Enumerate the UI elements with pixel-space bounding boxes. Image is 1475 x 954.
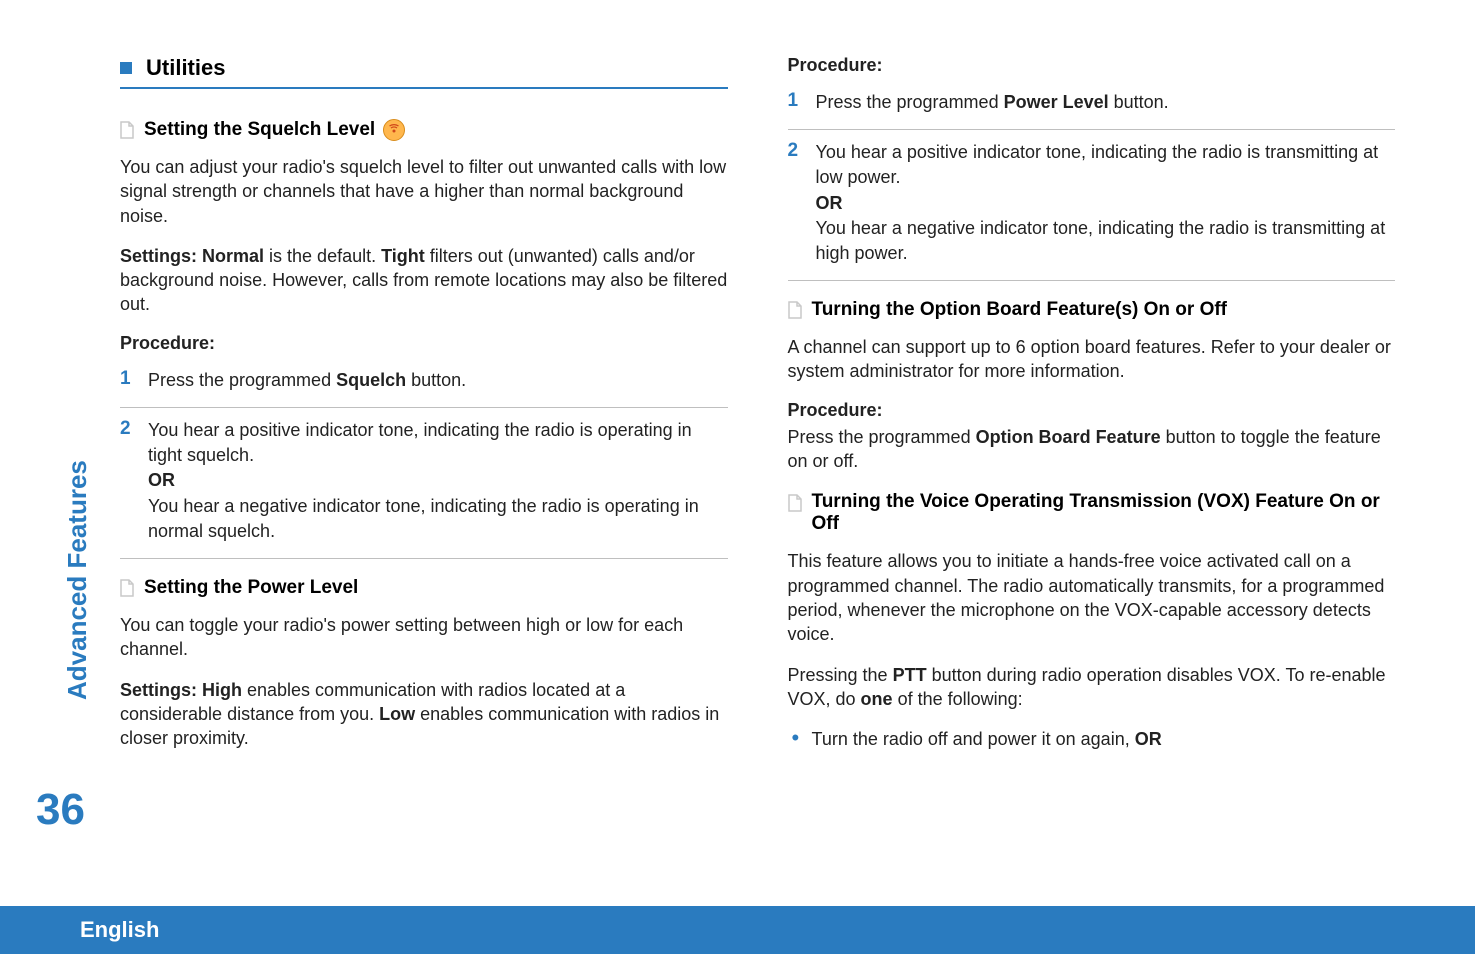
- inline-text: Pressing the: [788, 665, 893, 685]
- or-text: OR: [148, 470, 175, 490]
- document-icon: [120, 121, 134, 139]
- footer-bar: English: [0, 906, 1475, 954]
- document-icon: [788, 301, 802, 319]
- body-text: Pressing the PTT button during radio ope…: [788, 663, 1396, 712]
- subheading-text: Setting the Power Level: [144, 577, 358, 599]
- document-icon: [120, 579, 134, 597]
- step-body: Press the programmed Squelch button.: [148, 368, 466, 393]
- procedure-label: Procedure:: [120, 333, 728, 354]
- bullet-square-icon: [120, 62, 132, 74]
- steps-list: 1 Press the programmed Squelch button. 2…: [120, 364, 728, 559]
- step-item: 1 Press the programmed Power Level butto…: [788, 86, 1396, 130]
- step-number: 1: [788, 90, 816, 115]
- step-item: 2 You hear a positive indicator tone, in…: [788, 130, 1396, 281]
- inline-text: Press the programmed: [788, 427, 976, 447]
- inline-text: Press the programmed: [816, 92, 1004, 112]
- footer-language: English: [80, 917, 159, 943]
- inline-text: Press the programmed: [148, 370, 336, 390]
- step-item: 2 You hear a positive indicator tone, in…: [120, 408, 728, 559]
- body-text: Settings: High enables communication wit…: [120, 678, 728, 751]
- inline-bold: one: [861, 689, 893, 709]
- subheading-text: Setting the Squelch Level: [144, 119, 375, 141]
- step-item: 1 Press the programmed Squelch button.: [120, 364, 728, 408]
- side-tab: Advanced Features: [62, 460, 93, 700]
- inline-bold: Settings: High: [120, 680, 242, 700]
- subheading-vox: Turning the Voice Operating Transmission…: [788, 491, 1396, 535]
- inline-bold: Option Board Feature: [976, 427, 1161, 447]
- subheading-squelch: Setting the Squelch Level: [120, 119, 728, 141]
- step-body: You hear a positive indicator tone, indi…: [148, 418, 728, 544]
- page-number: 36: [36, 785, 85, 835]
- or-text: OR: [816, 193, 843, 213]
- subheading-optionboard: Turning the Option Board Feature(s) On o…: [788, 299, 1396, 321]
- steps-list: 1 Press the programmed Power Level butto…: [788, 86, 1396, 281]
- antenna-icon: [383, 119, 405, 141]
- step-number: 2: [788, 140, 816, 266]
- inline-text: You hear a negative indicator tone, indi…: [816, 218, 1386, 263]
- subheading-power: Setting the Power Level: [120, 577, 728, 599]
- inline-bold: Settings: Normal: [120, 246, 264, 266]
- subheading-text: Turning the Option Board Feature(s) On o…: [812, 299, 1228, 321]
- inline-text: Turn the radio off and power it on again…: [812, 729, 1135, 749]
- page-content: Utilities Setting the Squelch Level You …: [0, 0, 1475, 766]
- body-text: A channel can support up to 6 option boa…: [788, 335, 1396, 384]
- inline-bold: Squelch: [336, 370, 406, 390]
- body-text: Settings: Normal is the default. Tight f…: [120, 244, 728, 317]
- inline-text: You hear a positive indicator tone, indi…: [816, 142, 1379, 187]
- document-icon: [788, 494, 802, 512]
- left-column: Utilities Setting the Squelch Level You …: [120, 55, 728, 766]
- body-text: This feature allows you to initiate a ha…: [788, 549, 1396, 646]
- step-body: Press the programmed Power Level button.: [816, 90, 1169, 115]
- inline-text: button.: [1109, 92, 1169, 112]
- inline-text: is the default.: [264, 246, 381, 266]
- bullet-item: Turn the radio off and power it on again…: [788, 727, 1396, 752]
- inline-text: You hear a positive indicator tone, indi…: [148, 420, 692, 465]
- section-title: Utilities: [146, 55, 225, 81]
- step-number: 1: [120, 368, 148, 393]
- step-number: 2: [120, 418, 148, 544]
- inline-bold: Power Level: [1004, 92, 1109, 112]
- inline-text: You hear a negative indicator tone, indi…: [148, 496, 699, 541]
- inline-text: of the following:: [893, 689, 1023, 709]
- inline-bold: Tight: [381, 246, 425, 266]
- step-body: You hear a positive indicator tone, indi…: [816, 140, 1396, 266]
- inline-bold: Low: [379, 704, 415, 724]
- inline-bold: PTT: [893, 665, 927, 685]
- inline-bold: OR: [1135, 729, 1162, 749]
- body-text: You can adjust your radio's squelch leve…: [120, 155, 728, 228]
- procedure-label: Procedure:: [788, 55, 1396, 76]
- right-column: Procedure: 1 Press the programmed Power …: [788, 55, 1396, 766]
- inline-text: button.: [406, 370, 466, 390]
- section-header: Utilities: [120, 55, 728, 89]
- bullet-list: Turn the radio off and power it on again…: [788, 727, 1396, 752]
- procedure-label: Procedure:: [788, 400, 1396, 421]
- body-text: You can toggle your radio's power settin…: [120, 613, 728, 662]
- subheading-text: Turning the Voice Operating Transmission…: [812, 491, 1396, 535]
- body-text: Press the programmed Option Board Featur…: [788, 425, 1396, 474]
